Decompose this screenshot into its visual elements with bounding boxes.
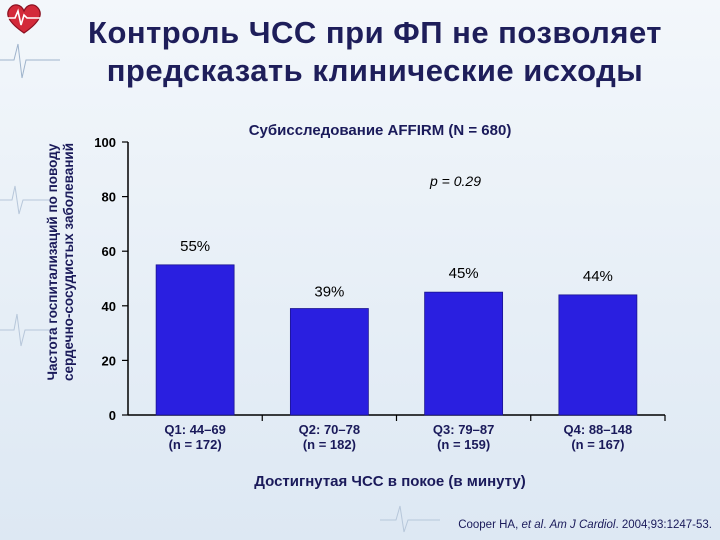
bar [155, 264, 235, 416]
citation: Cooper HA, et al. Am J Cardiol. 2004;93:… [458, 519, 712, 531]
category-label-line-1: Q2: 70–78 [299, 422, 360, 437]
category-label-line-2: (n = 159) [437, 437, 490, 452]
citation-dot: . [543, 519, 550, 531]
bar-value-label: 44% [583, 268, 613, 285]
title-line-1: Контроль ЧСС при ФП не позволяет [88, 15, 662, 50]
bar [289, 308, 369, 416]
bar [558, 294, 638, 416]
category-label-line-1: Q1: 44–69 [164, 422, 225, 437]
chart-subtitle: Субисследование AFFIRM (N = 680) [248, 122, 512, 139]
p-value-text: p = 0.29 [430, 173, 481, 189]
category-label-line-2: (n = 182) [303, 437, 356, 452]
p-value-annotation: p = 0.29 [430, 173, 481, 189]
citation-rest: . 2004;93:1247-53. [615, 519, 712, 531]
category-label-line-1: Q4: 88–148 [564, 422, 633, 437]
y-tick-label: 0 [109, 408, 116, 423]
y-tick-label: 40 [102, 299, 116, 314]
bar [424, 291, 504, 416]
x-axis-label: Достигнутая ЧСС в покое (в минуту) [254, 473, 526, 490]
y-tick-label: 80 [102, 190, 116, 205]
category-label-line-2: (n = 167) [571, 437, 624, 452]
category-label-line-1: Q3: 79–87 [433, 422, 494, 437]
citation-etal: et al [521, 519, 544, 531]
citation-authors: Cooper HA, [458, 519, 522, 531]
category-label-line-2: (n = 172) [169, 437, 222, 452]
page-title: Контроль ЧСС при ФП не позволяет предска… [55, 14, 695, 90]
citation-journal: Am J Cardiol [549, 519, 616, 531]
heart-logo-icon [7, 4, 41, 34]
y-tick-label: 20 [102, 353, 116, 368]
title-line-2: предсказать клинические исходы [106, 53, 644, 88]
bar-value-label: 45% [449, 265, 479, 282]
bar-value-label: 55% [180, 238, 210, 255]
y-tick-label: 60 [102, 244, 116, 259]
y-tick-label: 100 [94, 135, 116, 150]
bar-value-label: 39% [314, 284, 344, 301]
